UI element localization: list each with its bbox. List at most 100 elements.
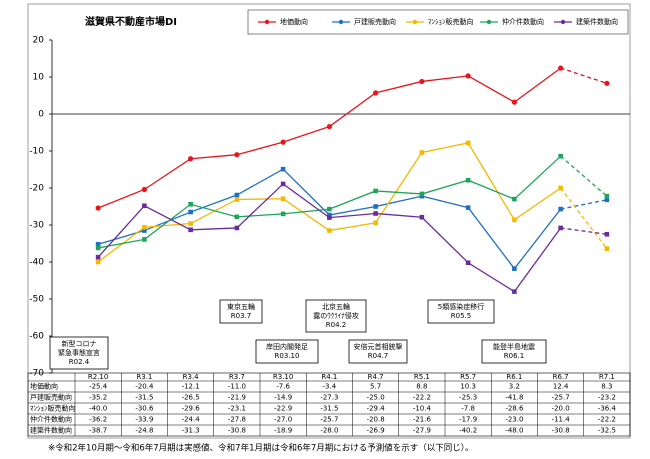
annotation-text: R06.1: [504, 352, 524, 360]
x-tick-label: R6.7: [553, 373, 569, 381]
table-cell: -40.0: [89, 405, 107, 413]
table-cell: -28.0: [320, 427, 338, 435]
point: [280, 166, 286, 172]
table-cell: 5.7: [370, 383, 381, 391]
table-cell: -11.4: [552, 416, 571, 424]
point: [142, 224, 147, 230]
point: [95, 205, 101, 211]
annotation-text: R04.2: [326, 321, 346, 329]
table-cell: -22.2: [413, 394, 431, 402]
table-cell: -3.4: [323, 383, 337, 391]
table-cell: 10.3: [460, 383, 476, 391]
annotation-box: [219, 299, 263, 324]
x-tick-label: R3.4: [183, 373, 200, 381]
table-cell: 8.8: [416, 383, 427, 391]
x-tick-label: R2.10: [88, 373, 108, 381]
point: [234, 192, 240, 198]
point: [95, 241, 101, 247]
annotation-text: R05.5: [451, 312, 471, 320]
table-cell: -38.7: [89, 427, 107, 435]
point: [188, 201, 193, 207]
annotation-text: 岸田内閣発足: [266, 342, 308, 351]
table-cell: -30.8: [228, 427, 246, 435]
row-label: 仲介件数動向: [30, 415, 72, 424]
point: [280, 139, 286, 145]
y-tick-label: 10: [33, 73, 45, 83]
table-cell: 8.3: [601, 383, 612, 391]
annotation-text: R04.7: [368, 352, 388, 360]
table-cell: -25.7: [552, 394, 570, 402]
point: [280, 211, 286, 217]
point: [280, 181, 286, 187]
point: [188, 156, 194, 162]
chart-title: 滋賀県不動産市場DI: [85, 15, 177, 28]
point: [95, 254, 101, 260]
table-cell: -31.3: [182, 427, 200, 435]
point: [511, 99, 517, 105]
table-cell: -28.6: [505, 405, 524, 413]
table-cell: 3.2: [509, 383, 520, 391]
point: [558, 185, 563, 191]
legend-marker: [486, 19, 492, 25]
series-line: [560, 227, 607, 235]
table-cell: -25.3: [459, 394, 477, 402]
chart-frame: [27, 3, 631, 439]
annotation-text: R03.7: [231, 312, 251, 320]
legend-marker: [412, 19, 418, 25]
legend-label: 建築件数動向: [576, 17, 618, 26]
table-cell: -30.8: [552, 427, 570, 435]
legend-marker: [264, 19, 270, 25]
legend-label: 仲介件数動向: [502, 17, 544, 26]
point: [373, 90, 379, 96]
point: [512, 196, 517, 202]
row-label: 建築件数動向: [30, 426, 72, 435]
x-tick-label: R3.10: [273, 373, 293, 381]
table-cell: -22.9: [274, 405, 292, 413]
table-cell: -48.0: [505, 427, 523, 435]
table-cell: -24.4: [182, 416, 201, 424]
table-cell: -18.9: [274, 427, 292, 435]
point: [188, 227, 193, 233]
table-cell: -40.2: [459, 427, 477, 435]
table-cell: -22.2: [598, 416, 616, 424]
point: [512, 217, 517, 223]
legend-marker: [338, 19, 344, 25]
point: [327, 215, 332, 220]
table-cell: -25.7: [320, 416, 338, 424]
x-tick-label: R3.7: [229, 373, 245, 381]
point: [234, 152, 240, 158]
point: [512, 266, 517, 271]
point: [465, 177, 471, 183]
point: [234, 197, 240, 202]
point: [280, 196, 286, 202]
point: [604, 231, 610, 237]
table-cell: -21.9: [228, 394, 246, 402]
table-cell: -20.8: [367, 416, 385, 424]
point: [419, 78, 425, 85]
point: [188, 221, 193, 226]
table-cell: -36.4: [598, 405, 617, 413]
y-tick-label: -10: [29, 147, 44, 157]
point: [373, 204, 378, 209]
annotation-text: 北京五輪: [322, 302, 350, 311]
annotation-text: 東京五輪: [227, 302, 255, 311]
table-cell: -17.9: [459, 416, 477, 424]
table-cell: -26.5: [182, 394, 200, 402]
x-tick-label: R5.1: [414, 373, 430, 381]
annotation-box: [255, 339, 319, 364]
point: [512, 289, 517, 294]
point: [326, 123, 332, 130]
point: [373, 188, 378, 194]
annotation-box: [481, 339, 547, 364]
table-cell: -23.0: [505, 416, 523, 424]
table-cell: -7.6: [276, 383, 290, 391]
table-cell: -31.5: [320, 405, 338, 413]
table-cell: -25.4: [89, 383, 108, 391]
x-tick-label: R4.7: [368, 373, 384, 381]
row-label: 戸建販売動向: [30, 393, 72, 402]
x-tick-label: R4.1: [321, 373, 337, 381]
point: [604, 80, 610, 86]
point: [465, 140, 471, 146]
